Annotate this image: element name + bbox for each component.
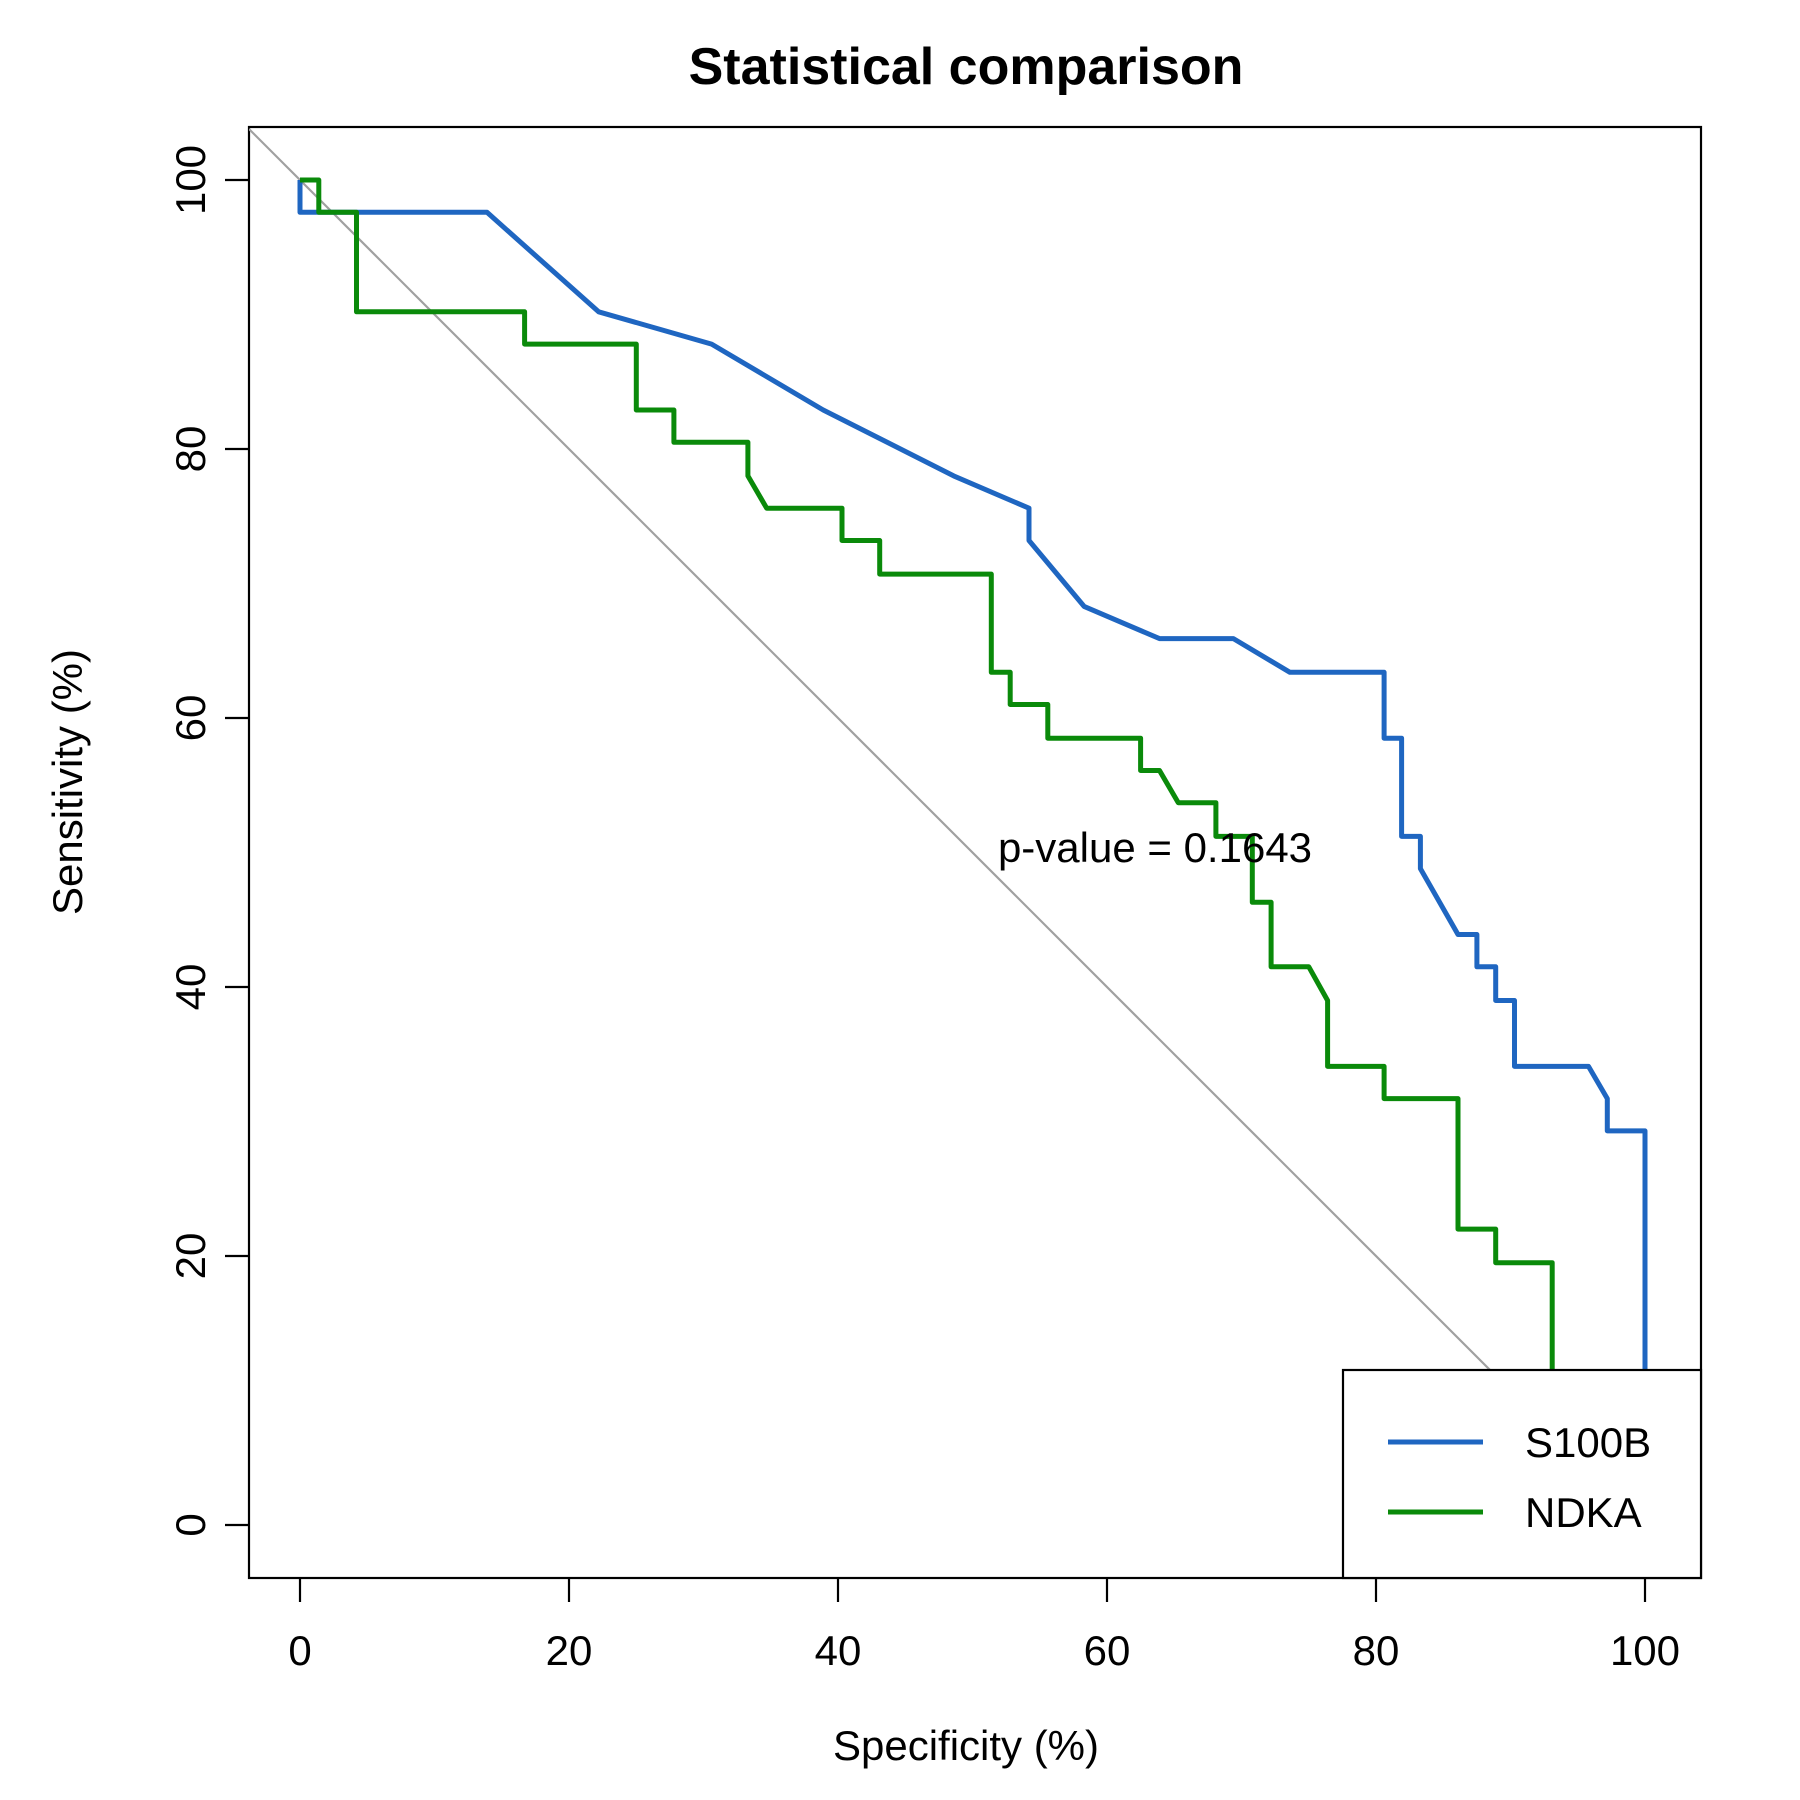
- y-tick-label: 20: [167, 1233, 214, 1280]
- y-tick-label: 80: [167, 426, 214, 473]
- x-axis-label: Specificity (%): [833, 1722, 1099, 1769]
- series-line-s100b: [297, 180, 1648, 1525]
- x-tick-label: 80: [1353, 1627, 1400, 1674]
- chart-title: Statistical comparison: [689, 38, 1244, 96]
- plot-frame: [247, 125, 1703, 1580]
- x-tick-label: 60: [1084, 1627, 1131, 1674]
- x-tick-label: 20: [546, 1627, 593, 1674]
- legend-box: [1341, 1368, 1703, 1580]
- chance-diagonal-line: [249, 128, 1700, 1578]
- legend: S100B NDKA: [1341, 1368, 1703, 1580]
- p-value-annotation: p-value = 0.1643: [998, 824, 1312, 871]
- legend-label-ndka: NDKA: [1525, 1489, 1642, 1536]
- x-tick-label: 40: [815, 1627, 862, 1674]
- series-line-ndka: [300, 177, 1648, 1525]
- y-tick-label: 0: [167, 1513, 214, 1536]
- y-tick-label: 60: [167, 695, 214, 742]
- axes: 100 80 60 40 20 0 0 20 40 60 80 100: [167, 125, 1703, 1674]
- x-tick-label: 0: [288, 1627, 311, 1674]
- y-axis-label: Sensitivity (%): [44, 649, 91, 915]
- legend-label-s100b: S100B: [1525, 1419, 1651, 1466]
- series-lines: [297, 177, 1648, 1525]
- y-tick-label: 40: [167, 964, 214, 1011]
- y-tick-label: 100: [167, 145, 214, 215]
- x-tick-label: 100: [1610, 1627, 1680, 1674]
